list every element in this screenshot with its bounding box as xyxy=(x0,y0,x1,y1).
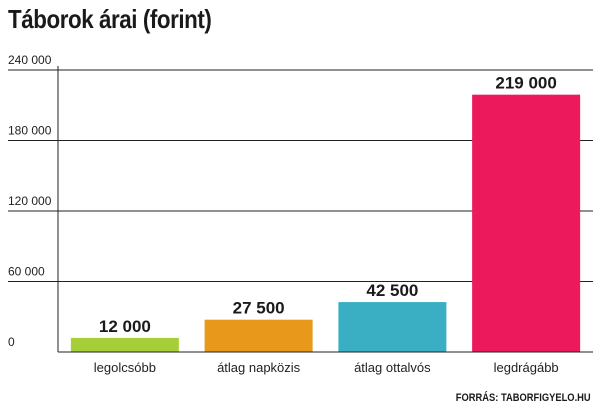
data-label: 12 000 xyxy=(99,317,151,336)
y-tick-label: 0 xyxy=(8,335,15,349)
data-label: 27 500 xyxy=(233,299,285,318)
y-tick-label: 180 000 xyxy=(8,124,52,138)
data-labels: 12 000 27 500 42 500 219 000 xyxy=(99,74,557,336)
source-note: FORRÁS: TABORFIGYELO.HU xyxy=(456,392,591,404)
bars xyxy=(70,94,581,353)
bar xyxy=(338,302,447,352)
category-label: legolcsóbb xyxy=(94,360,156,375)
y-axis-ticks: 0 60 000 120 000 180 000 240 000 xyxy=(8,53,52,349)
chart-title: Táborok árai (forint) xyxy=(8,4,212,34)
category-label: átlag ottalvós xyxy=(354,360,431,375)
bar xyxy=(204,319,313,352)
category-labels: legolcsóbb átlag napközis átlag ottalvós le… xyxy=(94,360,559,375)
data-label: 42 500 xyxy=(366,281,418,300)
category-label: átlag napközis xyxy=(217,360,301,375)
category-label: legdrágább xyxy=(494,360,559,375)
y-tick-label: 240 000 xyxy=(8,53,52,67)
y-tick-label: 60 000 xyxy=(8,265,45,279)
bar xyxy=(472,94,581,353)
y-tick-label: 120 000 xyxy=(8,194,52,208)
data-label: 219 000 xyxy=(495,74,556,93)
bar xyxy=(70,337,179,352)
